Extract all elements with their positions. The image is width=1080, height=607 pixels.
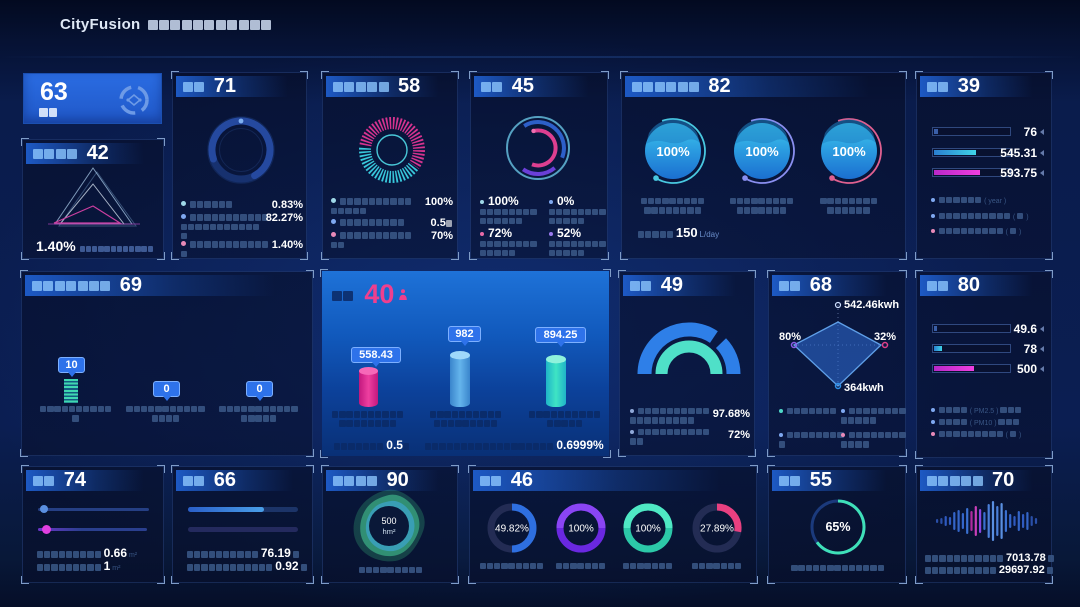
svg-text:27.89%: 27.89% <box>700 524 734 535</box>
svg-text:100%: 100% <box>745 144 779 159</box>
svg-text:100%: 100% <box>568 524 594 535</box>
svg-text:49.82%: 49.82% <box>495 524 529 535</box>
svg-text:100%: 100% <box>635 524 661 535</box>
svg-text:500: 500 <box>381 516 396 526</box>
svg-text:100%: 100% <box>832 144 866 159</box>
svg-text:hm²: hm² <box>383 527 396 536</box>
svg-text:65%: 65% <box>825 520 850 534</box>
svg-text:100%: 100% <box>656 144 690 159</box>
